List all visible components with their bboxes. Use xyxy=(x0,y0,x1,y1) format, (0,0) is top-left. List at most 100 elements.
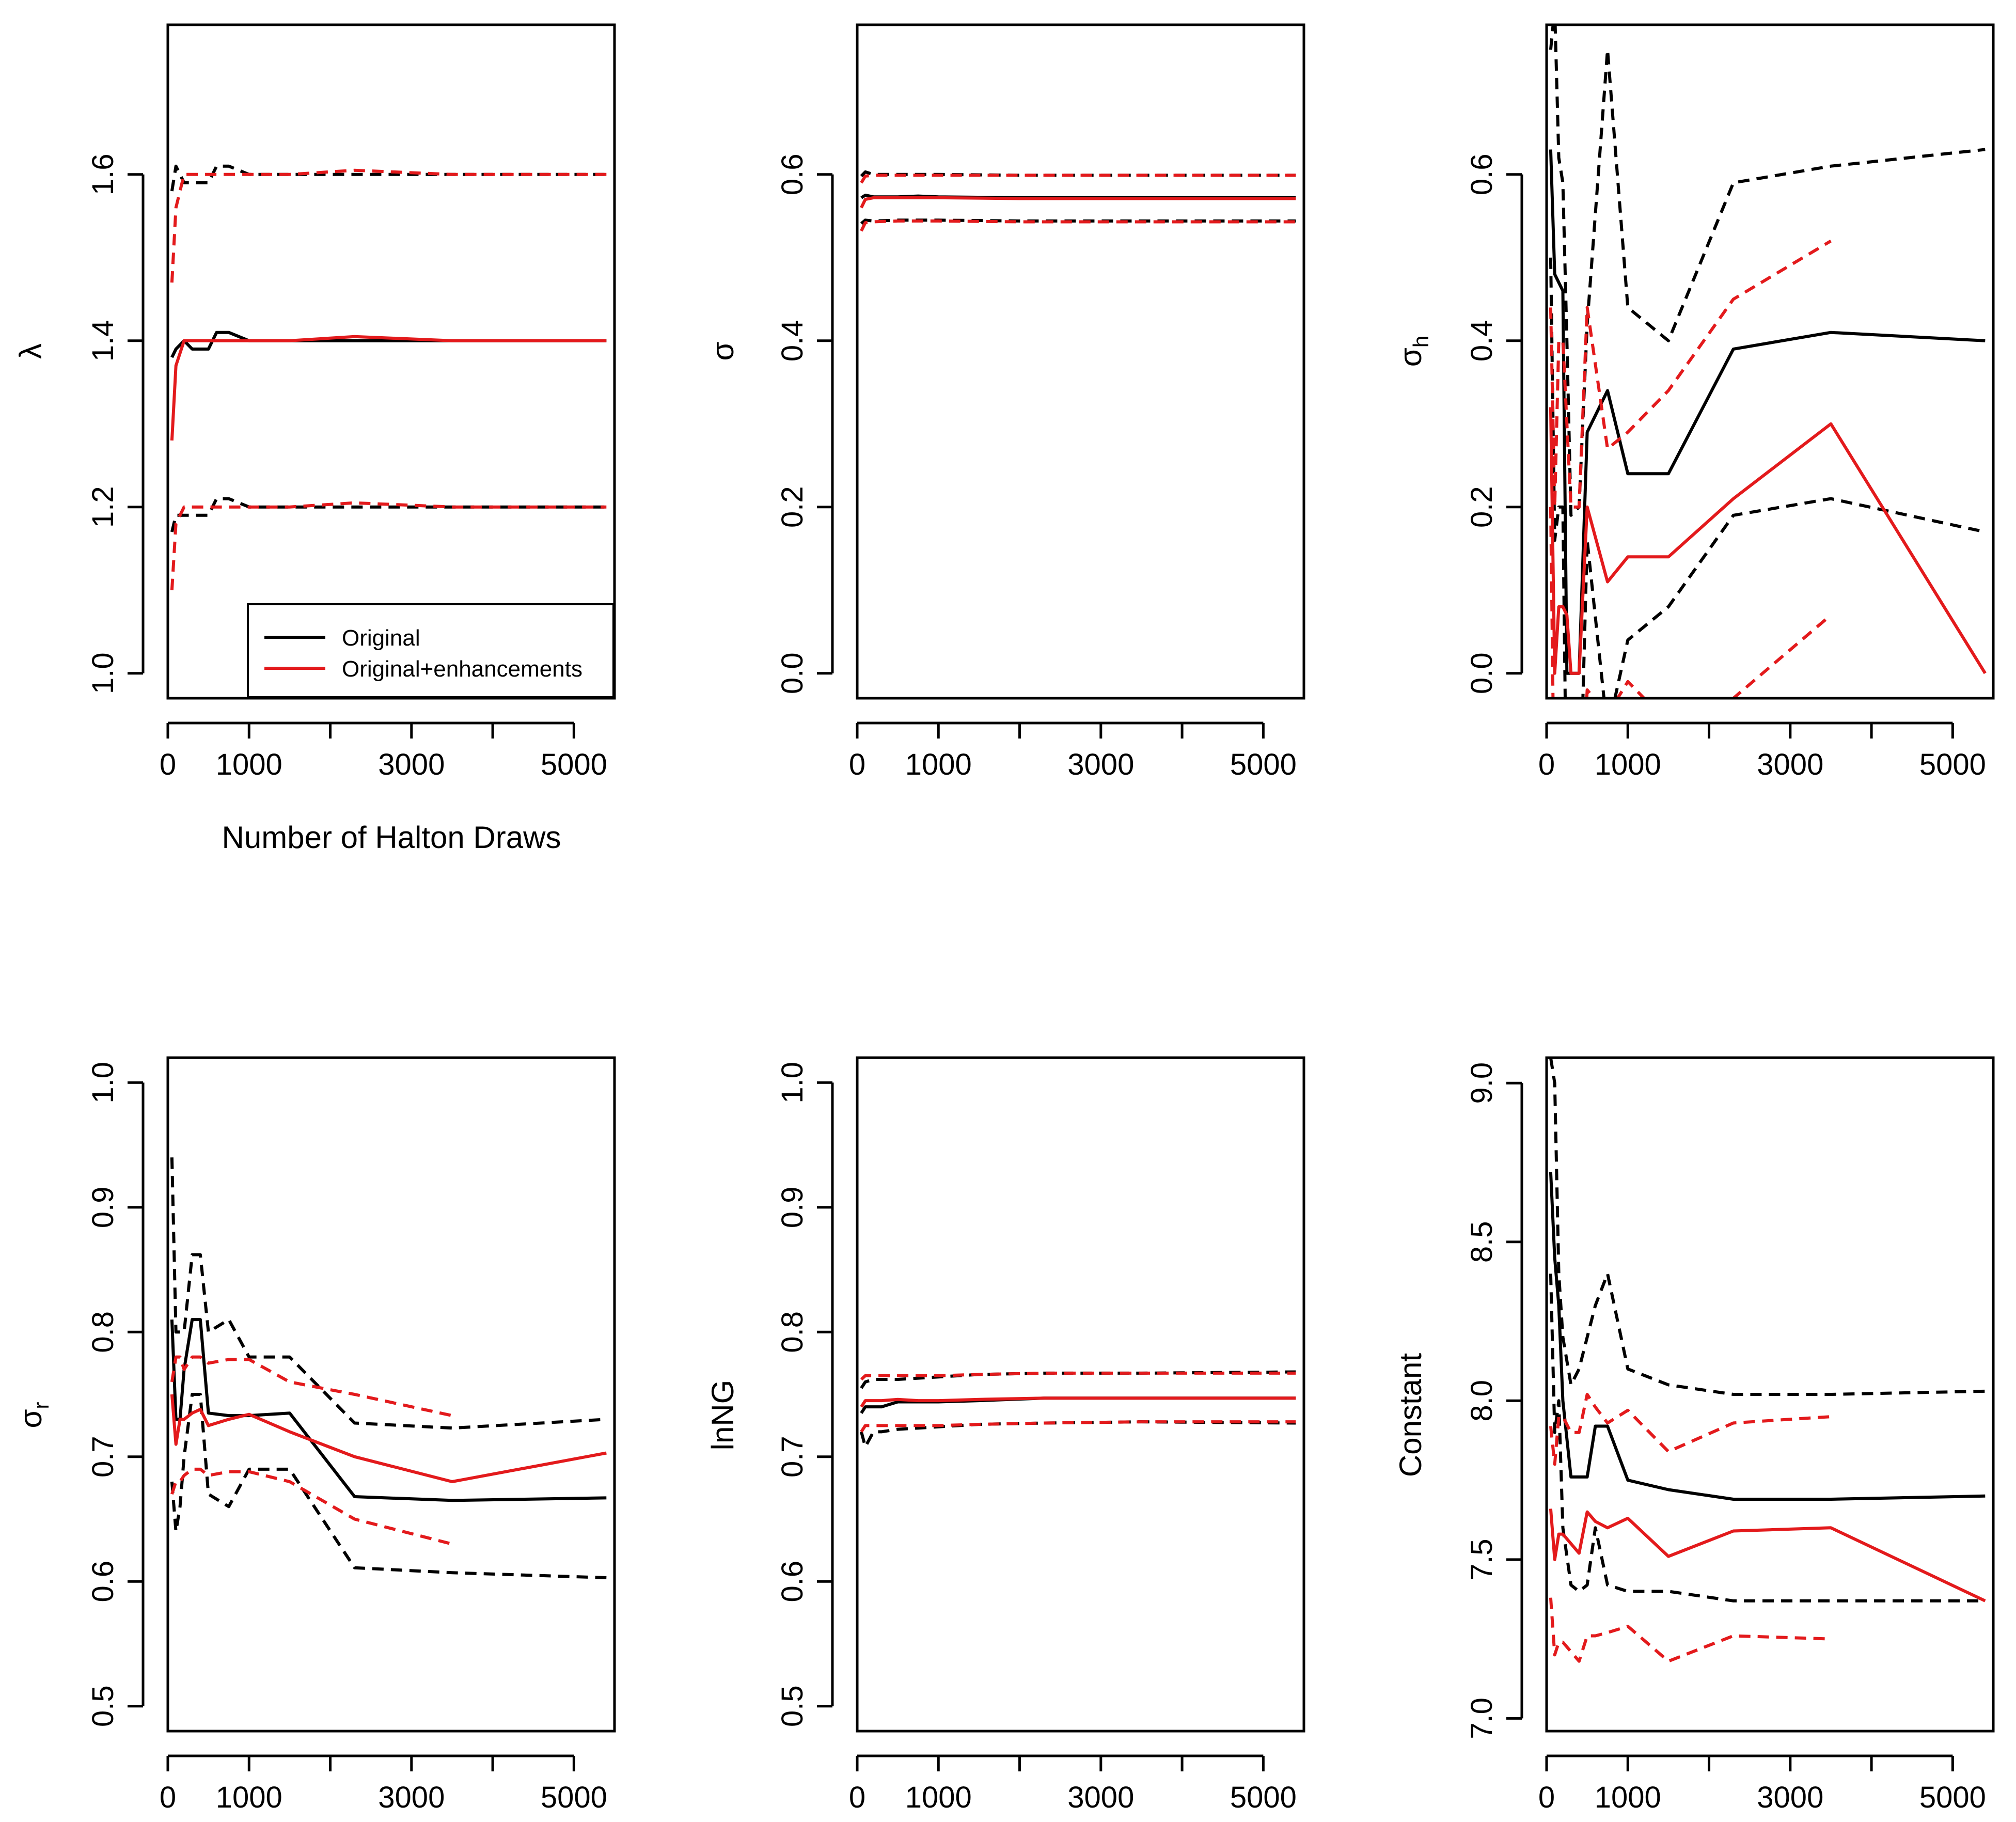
x-tick-label: 3000 xyxy=(378,1781,445,1814)
panel-lnng: lnNG 0 1000 3000 5000 0.5 0.6 0.7 0.8 0.9 1.0 xyxy=(705,1056,1305,1814)
y-tick-label: 0.4 xyxy=(776,320,809,362)
series-group xyxy=(1549,1058,1986,1663)
plot-frame xyxy=(166,1056,616,1733)
series-line-enhanced-estimate-3 xyxy=(170,335,607,441)
x-tick-label: 3000 xyxy=(1067,1781,1134,1814)
y-tick-label: 0.5 xyxy=(776,1685,809,1727)
y-tick-label: 0.6 xyxy=(86,1561,120,1603)
y-tick-label: 8.0 xyxy=(1465,1380,1499,1422)
series-line-original-bound-2 xyxy=(860,1420,1296,1449)
series-line-enhanced-estimate-3 xyxy=(860,196,1296,209)
series-line-original-bound-1 xyxy=(170,164,607,192)
series-line-original-bound-2 xyxy=(1549,257,1986,698)
x-tick-label: 0 xyxy=(1538,748,1555,781)
series-line-enhanced-bound-4 xyxy=(170,1355,453,1418)
panel-lnng-ylabel: lnNG xyxy=(705,1380,740,1451)
plot-frame xyxy=(1545,1056,1995,1733)
y-tick-label: 1.0 xyxy=(86,652,120,694)
x-tick-label: 0 xyxy=(849,1781,865,1814)
legend-label-original: Original xyxy=(342,625,420,651)
y-tick-label: 0.8 xyxy=(776,1311,809,1353)
series-line-original-bound-2 xyxy=(170,497,607,532)
series-group xyxy=(1549,25,1987,698)
x-tick-label: 0 xyxy=(1538,1781,1555,1814)
panel-constant: Constant 0 1000 3000 5000 7.0 7.5 8.0 8.5 9.0 xyxy=(1393,1056,1995,1814)
series-line-enhanced-bound-4 xyxy=(860,1371,1296,1381)
x-tick-label: 1000 xyxy=(1595,1781,1661,1814)
y-tick-label: 0.4 xyxy=(1465,320,1499,362)
plot-frame xyxy=(856,1056,1305,1733)
y-tick-label: 1.0 xyxy=(86,1062,120,1104)
x-tick-label: 1000 xyxy=(216,748,282,781)
legend-label-enhanced: Original+enhancements xyxy=(342,656,582,682)
series-line-original-bound-1 xyxy=(860,1370,1296,1389)
x-tick-label: 5000 xyxy=(541,748,607,781)
legend-box xyxy=(247,603,615,698)
y-tick-label: 1.0 xyxy=(776,1062,809,1104)
series-line-enhanced-bound-4 xyxy=(1549,240,1832,509)
y-tick-label: 0.0 xyxy=(776,652,809,694)
y-tick-label: 1.4 xyxy=(86,320,120,362)
y-tick-label: 7.0 xyxy=(1465,1698,1499,1739)
panel-sigma-h: σh 0 1000 3000 5000 0.0 0.2 0.4 0.6 xyxy=(1393,23,1995,781)
panel-sigma-r: σr 0 1000 3000 5000 0.5 0.6 0.7 0.8 0.9 1.0 xyxy=(13,1056,616,1814)
x-tick-label: 1000 xyxy=(1595,748,1661,781)
panel-sigma-h-ylabel: σh xyxy=(1393,336,1433,367)
x-tick-label: 3000 xyxy=(1067,748,1134,781)
series-line-enhanced-bound-4 xyxy=(1549,1393,1831,1466)
legend: Original Original+enhancements xyxy=(247,603,615,698)
panel-lambda: λ Number of Halton Draws 0 1000 3000 5000 1.… xyxy=(13,23,616,855)
x-tick-label: 3000 xyxy=(1757,748,1823,781)
y-tick-label: 0.5 xyxy=(86,1685,120,1727)
x-tick-label: 5000 xyxy=(1919,748,1986,781)
series-group xyxy=(860,1370,1296,1449)
x-tick-label: 0 xyxy=(160,1781,176,1814)
panel-sigma-ylabel: σ xyxy=(705,341,740,360)
series-group xyxy=(170,164,607,590)
series-group xyxy=(170,1157,607,1579)
y-tick-label: 0.2 xyxy=(1465,486,1499,528)
series-group xyxy=(860,170,1296,232)
series-line-original-estimate-0 xyxy=(1549,1172,1986,1501)
x-tick-label: 3000 xyxy=(1757,1781,1823,1814)
panel-sigma: σ 0 1000 3000 5000 0.0 0.2 0.4 0.6 xyxy=(705,23,1305,781)
series-line-original-estimate-0 xyxy=(1549,149,1986,675)
y-tick-label: 1.2 xyxy=(86,486,120,528)
panel-sigma-r-ylabel: σr xyxy=(13,1402,53,1428)
x-tick-label: 0 xyxy=(849,748,865,781)
y-tick-label: 7.5 xyxy=(1465,1538,1499,1580)
panel-lambda-ylabel: λ xyxy=(13,343,48,359)
x-tick-label: 0 xyxy=(160,748,176,781)
y-tick-label: 0.6 xyxy=(776,153,809,195)
x-tick-label: 5000 xyxy=(1230,748,1297,781)
y-tick-label: 9.0 xyxy=(1465,1062,1499,1104)
x-tick-label: 5000 xyxy=(1919,1781,1986,1814)
series-line-enhanced-estimate-3 xyxy=(1549,1509,1986,1603)
y-tick-label: 8.5 xyxy=(1465,1221,1499,1263)
x-tick-label: 5000 xyxy=(541,1781,607,1814)
series-line-original-bound-2 xyxy=(170,1393,607,1579)
y-tick-label: 0.9 xyxy=(776,1186,809,1228)
series-line-enhanced-estimate-3 xyxy=(170,1394,607,1483)
y-tick-label: 0.7 xyxy=(86,1436,120,1478)
y-tick-label: 0.0 xyxy=(1465,652,1499,694)
y-tick-label: 1.6 xyxy=(86,153,120,195)
y-tick-label: 0.6 xyxy=(1465,153,1499,195)
panel-constant-ylabel: Constant xyxy=(1393,1353,1428,1477)
series-line-enhanced-bound-5 xyxy=(170,1467,453,1546)
series-line-enhanced-bound-5 xyxy=(860,1420,1296,1433)
series-line-enhanced-bound-5 xyxy=(170,501,607,590)
x-tick-label: 3000 xyxy=(378,748,445,781)
plot-frame xyxy=(1545,23,1995,700)
y-tick-label: 0.9 xyxy=(86,1186,120,1228)
panel-lambda-xlabel: Number of Halton Draws xyxy=(222,820,561,855)
x-tick-label: 1000 xyxy=(905,748,972,781)
series-line-original-bound-1 xyxy=(1549,1058,1986,1396)
plot-frame xyxy=(856,23,1305,700)
series-line-enhanced-bound-4 xyxy=(860,174,1296,184)
y-tick-label: 0.7 xyxy=(776,1436,809,1478)
y-tick-label: 0.6 xyxy=(776,1561,809,1603)
y-tick-label: 0.8 xyxy=(86,1311,120,1353)
